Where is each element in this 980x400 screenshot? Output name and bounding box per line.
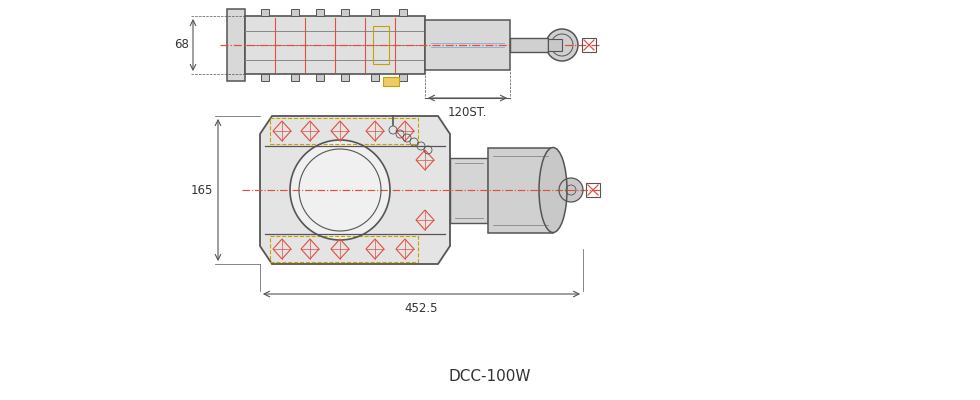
Bar	[245, 16, 425, 74]
Ellipse shape	[539, 148, 567, 232]
Bar	[399, 9, 407, 16]
Bar	[341, 74, 349, 81]
Bar	[316, 74, 324, 81]
Bar	[510, 38, 548, 52]
Bar	[373, 26, 389, 64]
Bar	[425, 20, 510, 70]
Text: 165: 165	[191, 184, 213, 196]
Circle shape	[546, 29, 578, 61]
Bar	[227, 9, 245, 81]
Text: 68: 68	[174, 38, 189, 52]
Bar	[261, 74, 269, 81]
Circle shape	[290, 140, 390, 240]
Bar	[488, 148, 553, 232]
Bar	[291, 74, 299, 81]
Polygon shape	[260, 116, 450, 264]
Bar	[291, 9, 299, 16]
Bar	[548, 39, 562, 51]
Bar	[383, 77, 399, 86]
Text: 452.5: 452.5	[405, 302, 438, 315]
Circle shape	[559, 178, 583, 202]
Bar	[586, 183, 600, 197]
Bar	[270, 236, 418, 262]
Bar	[431, 26, 504, 64]
Bar	[316, 9, 324, 16]
Bar	[261, 9, 269, 16]
Bar	[582, 38, 596, 52]
Text: DCC-100W: DCC-100W	[449, 369, 531, 384]
Bar	[450, 158, 488, 222]
Bar	[371, 9, 379, 16]
Bar	[270, 118, 418, 144]
Bar	[341, 9, 349, 16]
Bar	[371, 74, 379, 81]
Text: 120ST.: 120ST.	[448, 106, 487, 119]
Bar	[399, 74, 407, 81]
